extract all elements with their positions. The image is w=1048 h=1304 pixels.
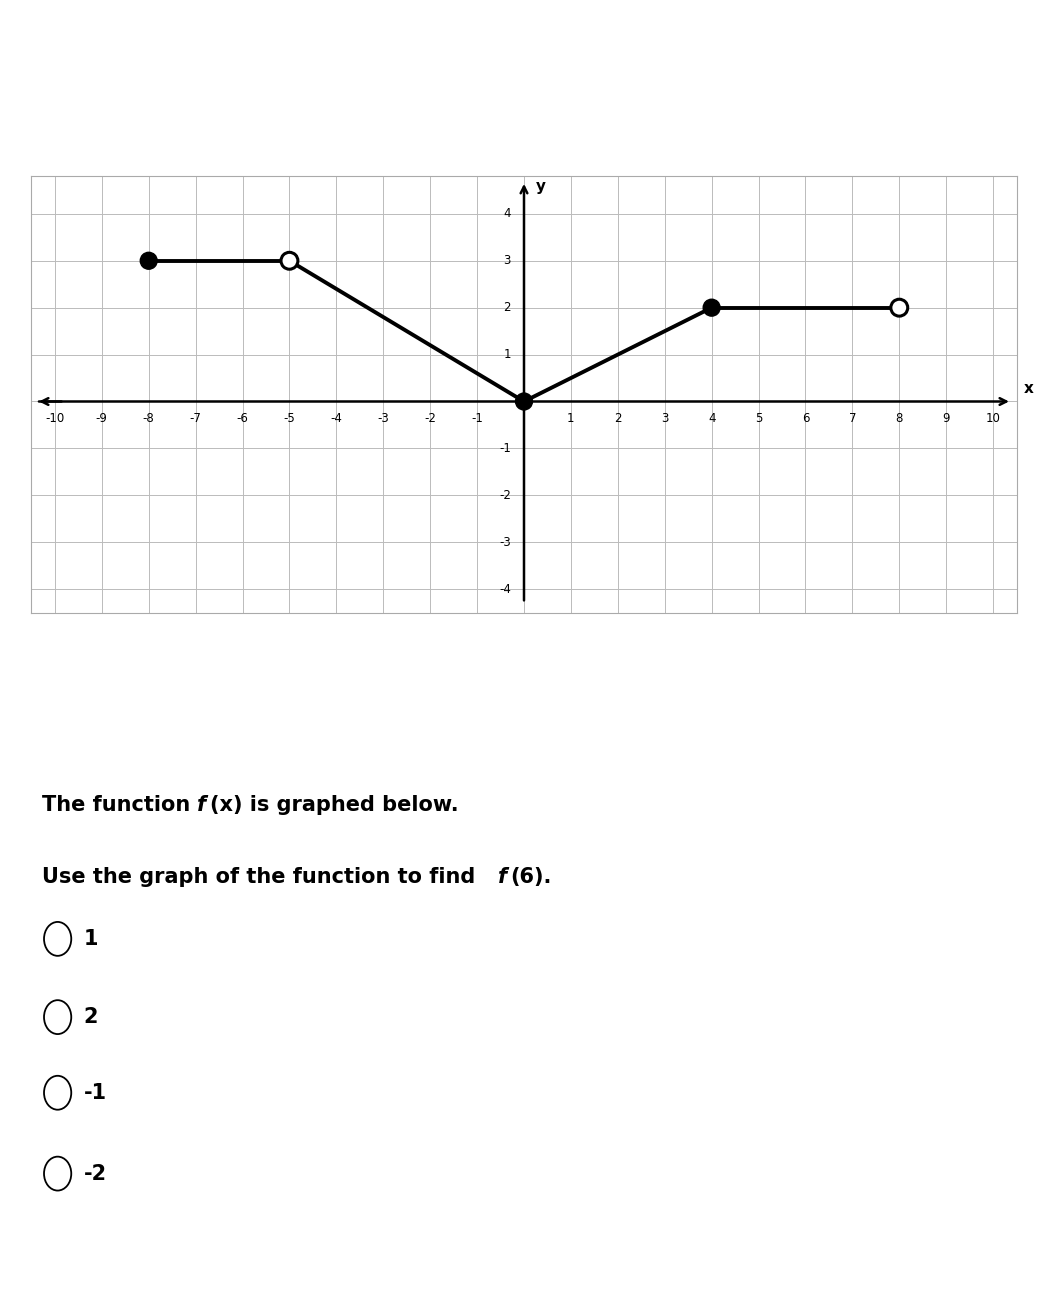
Text: -7: -7 [190, 412, 201, 425]
Text: 1: 1 [503, 348, 510, 361]
Text: (6).: (6). [510, 867, 551, 887]
Text: 3: 3 [503, 254, 510, 267]
Text: -4: -4 [330, 412, 343, 425]
Text: -3: -3 [499, 536, 510, 549]
Text: y: y [536, 179, 546, 194]
Text: -4: -4 [499, 583, 510, 596]
Text: -10: -10 [45, 412, 65, 425]
Text: -9: -9 [95, 412, 108, 425]
Text: f: f [498, 867, 507, 887]
Text: Use the graph of the function to find: Use the graph of the function to find [42, 867, 482, 887]
Circle shape [891, 299, 908, 316]
Text: 3: 3 [661, 412, 669, 425]
Text: -2: -2 [499, 489, 510, 502]
Text: 4: 4 [503, 207, 510, 220]
Text: 7: 7 [849, 412, 856, 425]
Text: The function: The function [42, 795, 197, 815]
Text: x: x [1024, 381, 1033, 396]
Text: -1: -1 [499, 442, 510, 455]
Text: 2: 2 [503, 301, 510, 314]
Text: -8: -8 [143, 412, 155, 425]
Text: -6: -6 [237, 412, 248, 425]
Text: -2: -2 [84, 1163, 107, 1184]
Text: -1: -1 [472, 412, 483, 425]
Circle shape [516, 393, 532, 409]
Text: 8: 8 [896, 412, 903, 425]
Text: 5: 5 [755, 412, 762, 425]
Text: f: f [197, 795, 206, 815]
Circle shape [703, 299, 720, 316]
Text: 6: 6 [802, 412, 809, 425]
Circle shape [140, 252, 157, 269]
Text: -3: -3 [377, 412, 389, 425]
Text: -1: -1 [84, 1082, 107, 1103]
Text: 2: 2 [84, 1007, 99, 1028]
Text: 1: 1 [84, 928, 99, 949]
Text: 9: 9 [942, 412, 949, 425]
Text: 1: 1 [567, 412, 574, 425]
Circle shape [281, 252, 298, 269]
Text: 4: 4 [707, 412, 716, 425]
Text: (x) is graphed below.: (x) is graphed below. [210, 795, 458, 815]
Text: -5: -5 [284, 412, 296, 425]
Text: 2: 2 [614, 412, 621, 425]
Text: -2: -2 [424, 412, 436, 425]
Text: 10: 10 [986, 412, 1001, 425]
